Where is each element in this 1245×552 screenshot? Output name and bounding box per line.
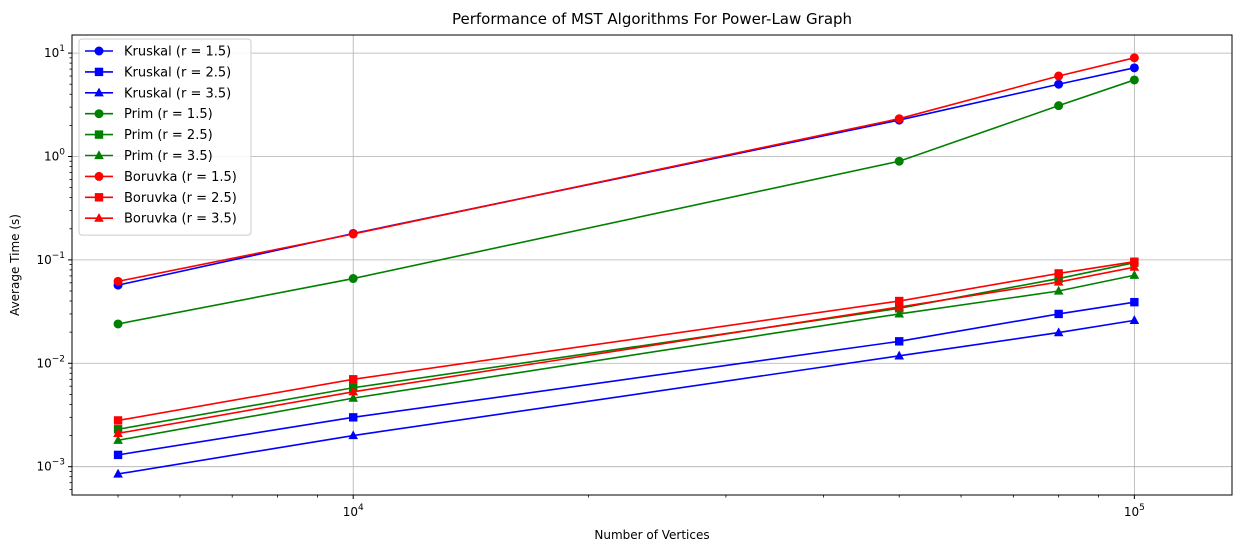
series-line [117,57,1135,283]
legend-marker [94,87,104,97]
data-point [1130,297,1139,307]
series-line [117,319,1135,475]
series-group [113,297,1139,460]
series-group [113,257,1139,425]
data-point [1129,63,1139,73]
data-point [1053,276,1064,286]
data-point [113,468,123,478]
data-point [894,301,905,311]
legend-label: Prim (r = 1.5) [124,107,213,122]
chart-title: Performance of MST Algorithms For Power-… [452,10,852,28]
data-point [113,450,123,460]
legend-box [78,38,252,236]
y-axis-ticks: 10−3 10−2 10−1 100 101 [36,44,72,474]
legend-item: Kruskal (r = 3.5) [85,86,231,101]
data-series [113,53,1140,478]
x-axis-label: Number of Vertices [594,528,709,542]
data-point [894,308,905,318]
data-point [1129,75,1139,85]
legend-label: Boruvka (r = 3.5) [124,212,237,227]
data-point [113,435,123,444]
x-tick-label: 104 [343,503,364,519]
y-tick-label: 10−2 [36,354,65,370]
series-line [117,261,1135,431]
legend-label: Boruvka (r = 1.5) [124,170,237,185]
data-point [894,350,905,360]
y-tick-label: 10−1 [36,251,65,267]
y-tick-label: 10−3 [36,458,65,474]
data-point [348,430,359,440]
y-axis-label: Average Time (s) [8,214,22,316]
legend-label: Kruskal (r = 3.5) [124,86,231,101]
grid-lines [72,35,1232,495]
data-point [113,416,123,425]
data-point [1130,257,1139,266]
data-point [348,229,358,239]
legend: Kruskal (r = 1.5) Kruskal (r = 2.5) Kruska… [78,38,252,236]
data-point [1129,270,1140,279]
data-point [895,337,904,346]
series-group [113,315,1140,478]
data-point [349,413,358,422]
y-tick-label: 101 [44,44,65,60]
legend-item: Kruskal (r = 1.5) [85,45,231,60]
data-point [1053,285,1064,295]
legend-marker [94,130,104,139]
legend-marker [94,213,104,222]
data-point [1129,261,1140,271]
legend-marker [94,109,104,119]
data-point [894,114,904,124]
legend-label: Boruvka (r = 2.5) [124,191,237,206]
legend-label: Prim (r = 3.5) [124,149,213,164]
data-point [895,296,904,306]
data-point [1129,315,1140,324]
data-point [113,319,123,329]
y-tick-label: 100 [44,147,65,163]
data-point [1054,269,1063,278]
data-point [1054,79,1064,89]
data-point [1129,53,1139,63]
legend-marker [94,193,104,202]
data-point [1054,101,1064,111]
legend-label: Kruskal (r = 1.5) [124,45,231,60]
data-point [1054,309,1063,319]
data-point [348,386,359,396]
legend-marker [94,150,104,160]
data-point [1053,327,1064,337]
data-point [349,375,358,384]
legend-label: Prim (r = 2.5) [124,128,213,143]
legend-marker [94,171,104,181]
legend-label: Kruskal (r = 2.5) [124,65,231,80]
x-tick-label: 105 [1124,503,1145,519]
series-group [113,261,1140,437]
x-axis-ticks: 104 105 [343,495,1145,519]
legend-marker [94,67,104,77]
data-point [894,156,904,166]
legend-marker [94,46,104,56]
data-point [1054,71,1064,81]
series-line [117,260,1135,422]
plot-frame [71,34,1233,496]
data-point [113,276,123,286]
legend-item: Prim (r = 3.5) [85,149,213,164]
legend-item: Prim (r = 1.5) [85,107,213,122]
series-group [113,270,1140,444]
legend-item: Boruvka (r = 1.5) [85,170,237,185]
legend-item: Boruvka (r = 3.5) [85,212,237,227]
legend-item: Boruvka (r = 2.5) [85,191,237,206]
legend-item: Prim (r = 2.5) [85,128,213,143]
data-point [348,274,358,284]
series-group [113,75,1139,329]
data-point [348,392,359,402]
series-line [117,274,1135,442]
series-group [113,53,1139,286]
legend-item: Kruskal (r = 2.5) [85,65,231,80]
series-line [117,301,1135,456]
data-point [113,428,123,437]
